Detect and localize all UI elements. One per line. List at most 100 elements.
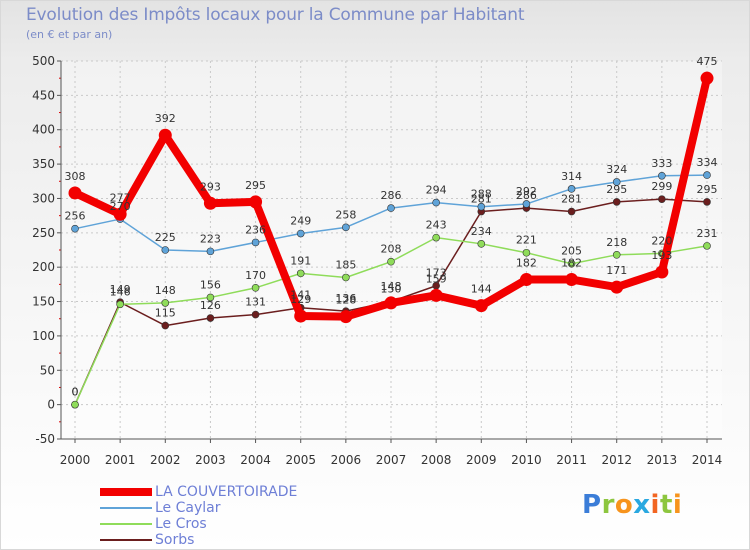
data-point-le-caylar bbox=[612, 178, 621, 186]
data-label-sorbs: 295 bbox=[606, 183, 627, 196]
data-label-sorbs: 126 bbox=[200, 299, 221, 312]
x-tick-label: 2000 bbox=[60, 453, 91, 467]
data-label-la-couvertoirade: 295 bbox=[245, 179, 266, 192]
data-point-la-couvertoirade bbox=[474, 299, 488, 313]
data-label-sorbs: 131 bbox=[245, 296, 266, 309]
data-label-le-cros: 146 bbox=[110, 285, 131, 298]
y-tick-label: 350 bbox=[32, 157, 55, 171]
legend-item-sorbs: Sorbs bbox=[100, 532, 350, 548]
data-point-le-cros bbox=[432, 233, 440, 242]
data-label-sorbs: 136 bbox=[335, 292, 356, 305]
data-label-le-cros: 0 bbox=[72, 386, 79, 399]
y-tick-label: 500 bbox=[32, 54, 55, 68]
data-label-le-cros: 243 bbox=[426, 219, 447, 232]
data-label-la-couvertoirade: 277 bbox=[110, 191, 131, 204]
data-point-la-couvertoirade bbox=[339, 310, 353, 324]
data-point-la-couvertoirade bbox=[294, 309, 308, 323]
chart-subtitle: (en € et par an) bbox=[26, 28, 113, 41]
data-point-la-couvertoirade bbox=[203, 196, 217, 210]
data-label-le-caylar: 292 bbox=[516, 185, 537, 198]
legend-label: Le Caylar bbox=[155, 500, 221, 516]
data-point-sorbs bbox=[206, 314, 215, 322]
data-point-le-cros bbox=[161, 299, 170, 307]
legend-label: Le Cros bbox=[155, 516, 207, 532]
legend-swatch-la-couvertoirade bbox=[100, 488, 152, 496]
data-point-le-cros bbox=[342, 273, 350, 282]
data-point-le-cros bbox=[116, 300, 124, 309]
x-tick-label: 2011 bbox=[556, 453, 587, 467]
data-point-le-caylar bbox=[432, 198, 440, 207]
data-point-la-couvertoirade bbox=[655, 265, 669, 279]
x-tick-label: 2005 bbox=[285, 453, 316, 467]
data-point-le-caylar bbox=[161, 246, 170, 254]
data-label-le-cros: 191 bbox=[290, 254, 311, 267]
data-point-le-cros bbox=[296, 269, 305, 278]
data-point-la-couvertoirade bbox=[113, 207, 127, 221]
data-label-le-cros: 170 bbox=[245, 269, 266, 282]
logo-letter: o bbox=[614, 490, 634, 520]
data-label-la-couvertoirade: 128 bbox=[335, 294, 356, 307]
y-tick-label: 200 bbox=[32, 260, 55, 274]
x-tick-label: 2010 bbox=[511, 453, 542, 467]
data-label-sorbs: 0 bbox=[72, 386, 79, 399]
data-label-sorbs: 295 bbox=[697, 183, 718, 196]
data-label-le-cros: 205 bbox=[561, 245, 582, 258]
data-label-sorbs: 141 bbox=[290, 289, 311, 302]
logo-letter: i bbox=[650, 490, 660, 520]
data-label-la-couvertoirade: 475 bbox=[697, 55, 718, 68]
y-tick-label: 100 bbox=[32, 329, 55, 343]
axes: -50 0 50 100 150 200 250 300 350 400 450 500 2000 200… bbox=[32, 54, 722, 467]
data-label-le-caylar: 225 bbox=[155, 231, 176, 244]
data-label-le-caylar: 256 bbox=[65, 210, 86, 223]
data-point-la-couvertoirade bbox=[384, 296, 398, 310]
x-tick-label: 2013 bbox=[647, 453, 678, 467]
data-label-sorbs: 115 bbox=[155, 307, 176, 320]
logo-letter: i bbox=[672, 490, 683, 520]
y-tick-label: 50 bbox=[40, 363, 55, 377]
data-point-la-couvertoirade bbox=[700, 71, 714, 85]
data-point-le-cros bbox=[612, 251, 621, 259]
data-point-la-couvertoirade bbox=[565, 273, 579, 287]
data-label-la-couvertoirade: 392 bbox=[155, 112, 176, 125]
data-point-le-cros bbox=[251, 283, 260, 292]
data-point-le-cros bbox=[206, 293, 215, 302]
data-label-le-cros: 218 bbox=[606, 236, 627, 249]
y-tick-label: 300 bbox=[32, 191, 55, 205]
data-label-la-couvertoirade: 148 bbox=[381, 280, 402, 293]
x-tick-label: 2008 bbox=[421, 453, 452, 467]
legend-label: Sorbs bbox=[155, 532, 195, 548]
data-label-la-couvertoirade: 308 bbox=[65, 170, 86, 183]
data-label-la-couvertoirade: 293 bbox=[200, 180, 221, 193]
data-point-sorbs bbox=[161, 321, 170, 330]
data-point-la-couvertoirade bbox=[610, 280, 624, 294]
x-tick-label: 2007 bbox=[376, 453, 407, 467]
data-point-sorbs bbox=[703, 198, 711, 206]
data-point-le-cros bbox=[71, 400, 79, 409]
data-point-sorbs bbox=[658, 195, 666, 203]
data-point-le-caylar bbox=[703, 171, 711, 179]
legend: LA COUVERTOIRADE Le Caylar Le Cros Sorbs bbox=[100, 484, 350, 548]
data-point-le-caylar bbox=[658, 171, 666, 180]
data-point-le-caylar bbox=[567, 185, 576, 193]
data-label-le-caylar: 223 bbox=[200, 232, 221, 245]
data-label-la-couvertoirade: 159 bbox=[426, 272, 447, 285]
data-label-le-cros: 148 bbox=[155, 284, 176, 297]
x-tick-label: 2006 bbox=[331, 453, 362, 467]
y-tick-label: 150 bbox=[32, 295, 55, 309]
data-label-la-couvertoirade: 193 bbox=[651, 249, 672, 262]
series-group bbox=[68, 71, 714, 409]
data-label-la-couvertoirade: 182 bbox=[561, 257, 582, 270]
data-label-la-couvertoirade: 129 bbox=[290, 293, 311, 306]
data-point-sorbs bbox=[612, 198, 621, 206]
x-tick-label: 2014 bbox=[692, 453, 723, 467]
data-label-le-cros: 221 bbox=[516, 234, 537, 247]
x-tick-label: 2004 bbox=[240, 453, 271, 467]
data-point-la-couvertoirade bbox=[158, 128, 172, 142]
data-point-la-couvertoirade bbox=[429, 288, 443, 302]
x-tick-label: 2012 bbox=[601, 453, 632, 467]
data-point-le-caylar bbox=[387, 204, 395, 212]
legend-swatch-sorbs bbox=[100, 539, 152, 541]
y-tick-label: 450 bbox=[32, 88, 55, 102]
proxiti-logo: Proxiti bbox=[582, 490, 682, 520]
